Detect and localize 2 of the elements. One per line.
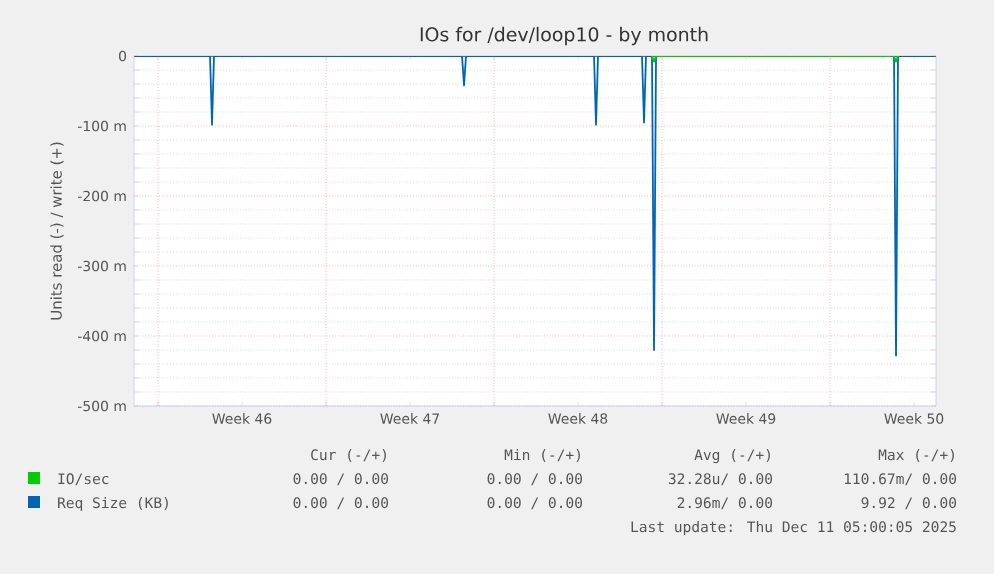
chart-title: IOs for /dev/loop10 - by month [420, 26, 708, 46]
line-series [134, 56, 936, 357]
